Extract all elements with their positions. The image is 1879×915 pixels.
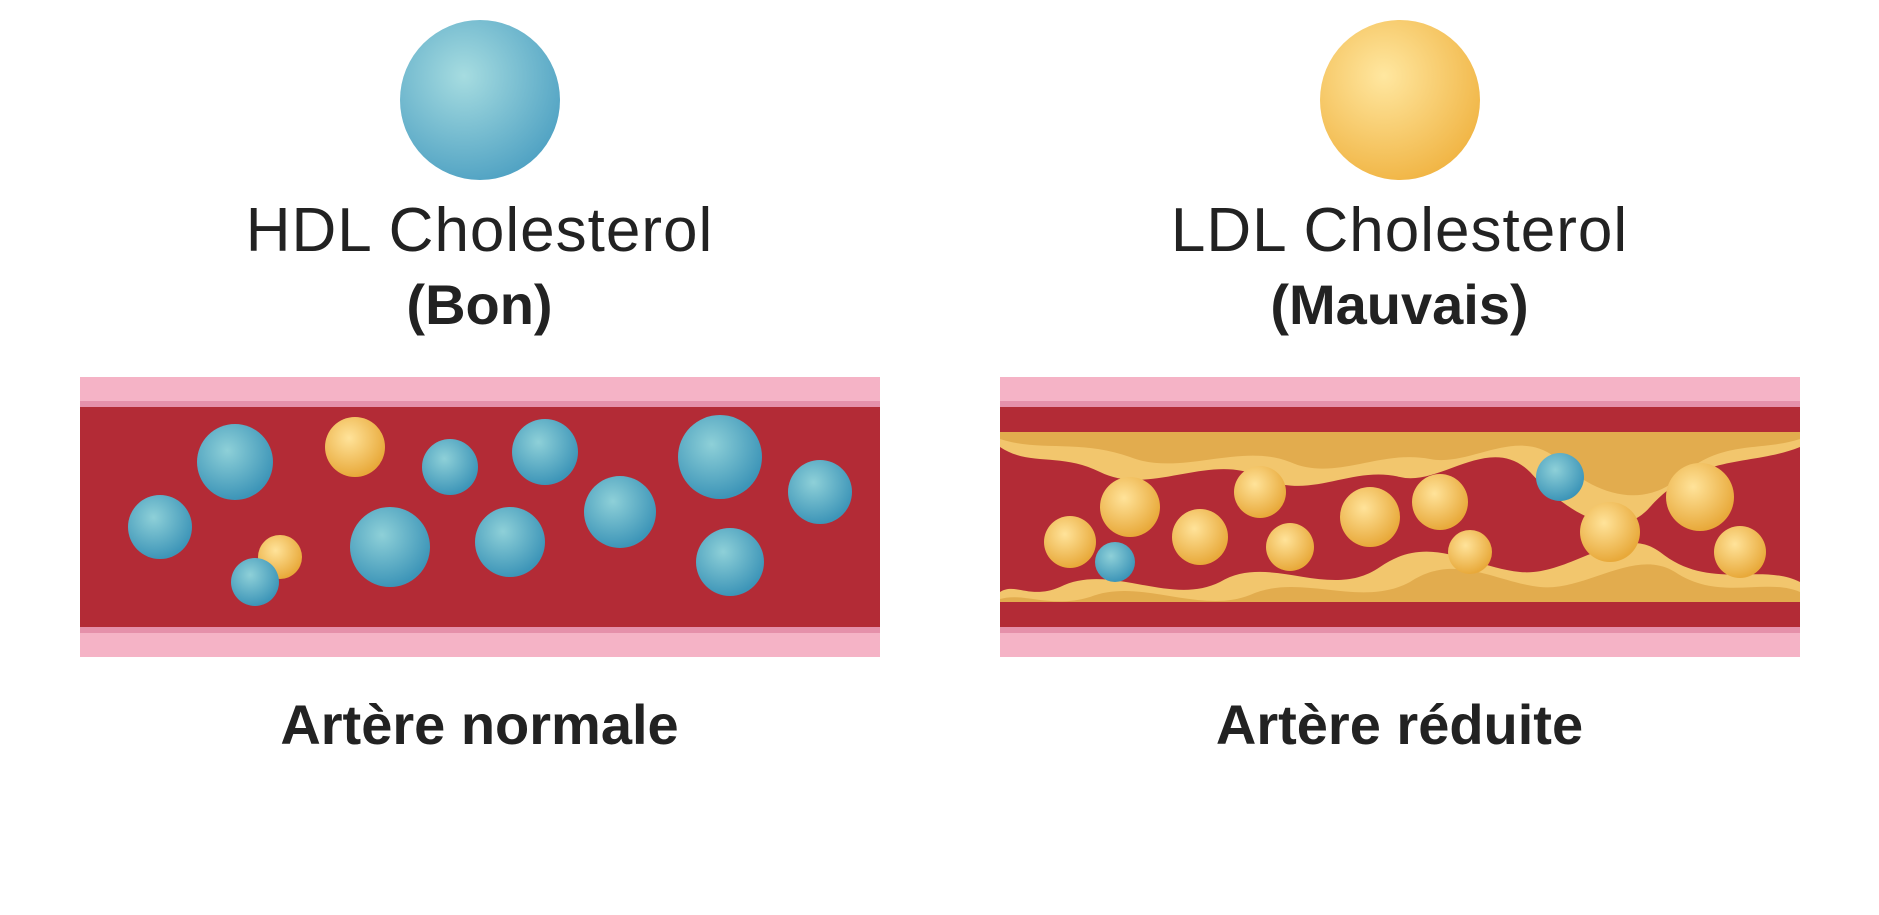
hdl-subtitle: (Bon) [406, 272, 552, 337]
ldl-title: LDL Cholesterol [1171, 195, 1628, 266]
ldl-sphere-icon [1320, 20, 1480, 180]
hdl-caption: Artère normale [280, 692, 678, 757]
ldl-subtitle: (Mauvais) [1270, 272, 1528, 337]
hdl-title: HDL Cholesterol [246, 195, 714, 266]
hdl-panel: HDL Cholesterol (Bon) Artère normale [80, 20, 880, 757]
ldl-panel: LDL Cholesterol (Mauvais) Artère réduite [1000, 20, 1800, 757]
ldl-artery-diagram [1000, 377, 1800, 657]
infographic-container: HDL Cholesterol (Bon) Artère normale LDL… [80, 20, 1800, 757]
ldl-caption: Artère réduite [1216, 692, 1583, 757]
hdl-sphere-icon [400, 20, 560, 180]
hdl-artery-diagram [80, 377, 880, 657]
